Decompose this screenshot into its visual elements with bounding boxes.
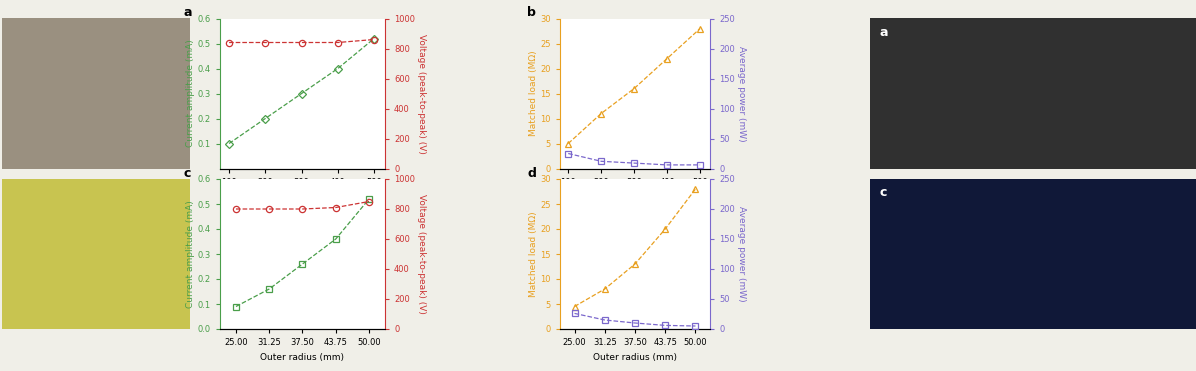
Y-axis label: Average power (mW): Average power (mW) (737, 46, 746, 141)
Text: d: d (527, 167, 536, 180)
X-axis label: Outer radius (mm): Outer radius (mm) (261, 352, 344, 362)
Text: a: a (184, 7, 193, 20)
Text: a: a (880, 26, 889, 39)
Y-axis label: Current amplitude (mA): Current amplitude (mA) (185, 200, 195, 308)
X-axis label: Outer radius (mm): Outer radius (mm) (593, 352, 677, 362)
Y-axis label: Voltage (peak-to-peak) (V): Voltage (peak-to-peak) (V) (417, 194, 426, 314)
Text: b: b (527, 7, 536, 20)
Y-axis label: Matched load (MΩ): Matched load (MΩ) (529, 211, 537, 297)
Text: c: c (880, 186, 887, 199)
Text: c: c (184, 167, 191, 180)
Y-axis label: Matched load (MΩ): Matched load (MΩ) (529, 51, 537, 136)
X-axis label: Rotation rate (r min⁻¹): Rotation rate (r min⁻¹) (585, 192, 685, 201)
Y-axis label: Current amplitude (mA): Current amplitude (mA) (185, 40, 195, 147)
X-axis label: Rotation rate (r min⁻¹): Rotation rate (r min⁻¹) (252, 192, 353, 201)
Y-axis label: Average power (mW): Average power (mW) (737, 206, 746, 302)
Y-axis label: Voltage (peak-to-peak) (V): Voltage (peak-to-peak) (V) (417, 33, 426, 154)
